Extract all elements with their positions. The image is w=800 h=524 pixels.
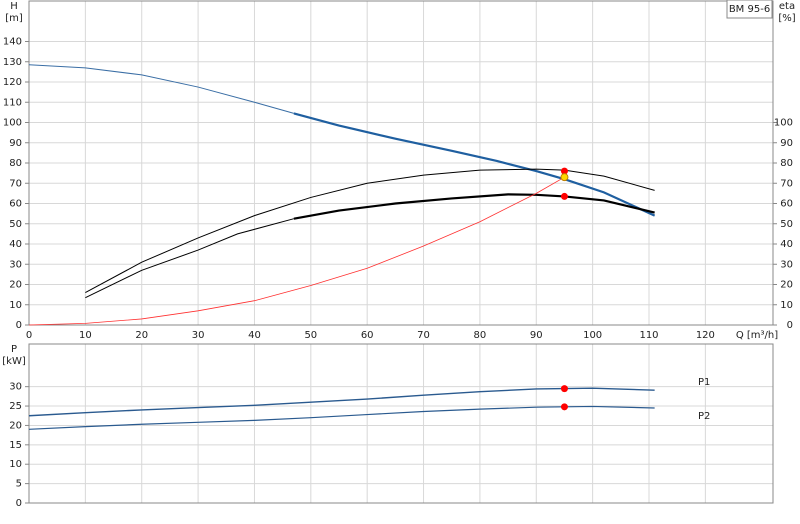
duty-point bbox=[560, 192, 568, 200]
y-tick-label: 70 bbox=[9, 178, 22, 189]
duty-point bbox=[560, 173, 569, 182]
y-tick-label: 50 bbox=[9, 219, 22, 230]
y2-tick-label: 100 bbox=[774, 118, 793, 129]
y-tick-label: 30 bbox=[9, 259, 22, 270]
duty-point bbox=[560, 403, 568, 411]
x-tick-label: 60 bbox=[361, 330, 374, 341]
y2-axis-label: eta bbox=[779, 1, 795, 12]
y-axis-label: [m] bbox=[5, 13, 23, 24]
label-box bbox=[726, 0, 773, 19]
x-tick-label: 100 bbox=[583, 330, 602, 341]
y2-axis-label: [%] bbox=[778, 13, 795, 24]
curve bbox=[293, 193, 655, 220]
y2-tick-label: 50 bbox=[780, 219, 793, 230]
y-tick-label: 15 bbox=[9, 440, 22, 451]
x-tick-label: 70 bbox=[417, 330, 430, 341]
y-axis-label: [kW] bbox=[2, 356, 26, 367]
y-tick-label: 0 bbox=[16, 498, 22, 509]
x-tick-label: 50 bbox=[304, 330, 317, 341]
y2-tick-label: 70 bbox=[780, 178, 793, 189]
y2-tick-label: 40 bbox=[780, 239, 793, 250]
x-tick-label: 40 bbox=[248, 330, 261, 341]
y-tick-label: 10 bbox=[9, 300, 22, 311]
y-tick-label: 20 bbox=[9, 420, 22, 431]
curve bbox=[85, 218, 295, 299]
y-tick-label: 130 bbox=[3, 57, 22, 68]
y2-tick-label: 60 bbox=[780, 199, 793, 210]
y-tick-label: 25 bbox=[9, 401, 22, 412]
y2-tick-label: 0 bbox=[787, 320, 793, 331]
y-tick-label: 60 bbox=[9, 199, 22, 210]
x-tick-label: 80 bbox=[474, 330, 487, 341]
label-box-text: BM 95-6 bbox=[729, 4, 770, 15]
y-tick-label: 20 bbox=[9, 280, 22, 291]
x-tick-label: 30 bbox=[192, 330, 205, 341]
y-tick-label: 0 bbox=[16, 320, 22, 331]
x-tick-label: 20 bbox=[135, 330, 148, 341]
duty-point bbox=[560, 385, 568, 393]
y2-tick-label: 10 bbox=[780, 300, 793, 311]
curve bbox=[85, 168, 655, 294]
y-tick-label: 10 bbox=[9, 459, 22, 470]
y-tick-label: 140 bbox=[3, 37, 22, 48]
y-tick-label: 30 bbox=[9, 382, 22, 393]
y-tick-label: 80 bbox=[9, 158, 22, 169]
y-tick-label: 100 bbox=[3, 118, 22, 129]
y-tick-label: 110 bbox=[3, 97, 22, 108]
y-tick-label: 5 bbox=[16, 479, 22, 490]
y-tick-label: 120 bbox=[3, 77, 22, 88]
y2-tick-label: 30 bbox=[780, 259, 793, 270]
x-tick-label: 0 bbox=[26, 330, 32, 341]
x-tick-label: 90 bbox=[530, 330, 543, 341]
y-tick-label: 90 bbox=[9, 138, 22, 149]
duty-point bbox=[560, 167, 568, 175]
plot-frame bbox=[28, 343, 774, 504]
y2-tick-label: 90 bbox=[780, 138, 793, 149]
x-tick-label: 120 bbox=[696, 330, 715, 341]
x-axis-label: Q [m³/h] bbox=[736, 330, 778, 341]
curve bbox=[28, 176, 565, 326]
curve bbox=[28, 64, 295, 114]
curve bbox=[293, 112, 656, 217]
y-axis-label: P bbox=[11, 344, 17, 355]
series-label: P2 bbox=[698, 411, 710, 422]
x-tick-label: 10 bbox=[79, 330, 92, 341]
series-label: P1 bbox=[698, 377, 710, 388]
y-axis-label: H bbox=[10, 1, 18, 12]
x-tick-label: 110 bbox=[639, 330, 658, 341]
curve bbox=[28, 387, 655, 417]
plot-frame bbox=[28, 0, 774, 326]
y-tick-label: 40 bbox=[9, 239, 22, 250]
y2-tick-label: 80 bbox=[780, 158, 793, 169]
y2-tick-label: 20 bbox=[780, 280, 793, 291]
